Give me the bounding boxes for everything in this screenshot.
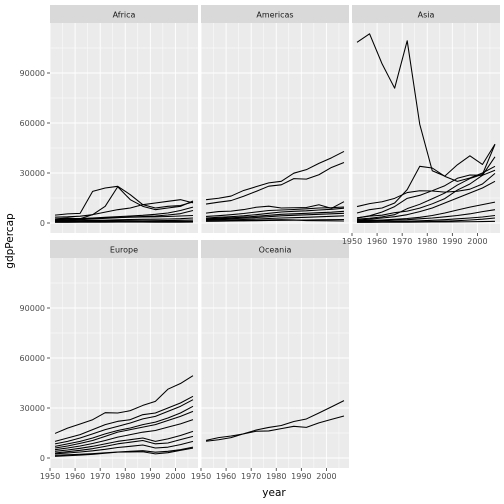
y-tick-label: 60000 xyxy=(20,119,45,128)
series-line-asia-9 xyxy=(357,209,496,222)
series-line-americas-9 xyxy=(206,218,344,222)
series-line-europe-9 xyxy=(54,440,194,455)
gridlines xyxy=(200,258,349,468)
x-tick-label: 1960 xyxy=(65,472,85,481)
series-lines xyxy=(205,400,345,442)
series-line-americas-10 xyxy=(206,219,344,222)
y-tick-label: 0 xyxy=(40,454,45,463)
facet-panels: Africa Americas Asia Europe Oceania xyxy=(49,5,500,468)
x-tick-label: 1990 xyxy=(291,472,311,481)
facet-panel-asia: Asia xyxy=(351,5,500,233)
y-axis-africa: 0 30000 60000 90000 xyxy=(20,69,50,228)
series-line-asia-2 xyxy=(356,172,496,208)
facet-strip xyxy=(201,5,349,23)
series-line-europe-4 xyxy=(54,405,194,447)
x-tick-label: 1970 xyxy=(90,472,110,481)
facet-strip-label: Africa xyxy=(113,11,136,20)
series-line-europe-11 xyxy=(54,447,194,457)
series-line-asia-4 xyxy=(356,144,496,220)
series-line-africa-11 xyxy=(55,219,193,222)
gridlines xyxy=(49,258,198,468)
series-lines xyxy=(54,375,194,457)
series-line-europe-2 xyxy=(54,395,194,442)
series-line-americas-5 xyxy=(205,207,345,219)
facet-panel-oceania: Oceania xyxy=(200,240,349,468)
series-line-oceania-2 xyxy=(205,415,345,441)
x-tick-label: 1960 xyxy=(367,237,387,246)
facet-panel-africa: Africa xyxy=(49,5,198,233)
facet-strip-label: Americas xyxy=(256,11,293,20)
series-line-europe-6 xyxy=(54,419,194,451)
series-line-asia-1 xyxy=(356,33,496,177)
facet-strip-label: Oceania xyxy=(259,246,292,255)
series-line-oceania-1 xyxy=(205,400,345,442)
y-tick-label: 90000 xyxy=(20,69,45,78)
x-tick-label: 1950 xyxy=(342,237,362,246)
x-tick-label: 1960 xyxy=(216,472,236,481)
x-tick-label: 1970 xyxy=(392,237,412,246)
x-axes: 1950 1960 1970 1980 1990 2000 1950 1960 1970 1980… xyxy=(40,233,488,481)
series-line-americas-7 xyxy=(206,212,345,221)
y-tick-label: 0 xyxy=(40,219,45,228)
x-tick-label: 1990 xyxy=(140,472,160,481)
y-tick-label: 90000 xyxy=(20,304,45,313)
series-lines xyxy=(205,150,345,222)
series-line-americas-1 xyxy=(205,150,345,201)
series-line-americas-3 xyxy=(205,201,345,214)
facet-strip xyxy=(201,240,349,258)
x-axis-oceania: 1950 1960 1970 1980 1990 2000 xyxy=(191,468,337,481)
x-tick-label: 1950 xyxy=(191,472,211,481)
x-axis-europe: 1950 1960 1970 1980 1990 2000 xyxy=(40,468,186,481)
x-tick-label: 1990 xyxy=(442,237,462,246)
x-tick-label: 1980 xyxy=(266,472,286,481)
series-line-asia-5 xyxy=(356,169,496,219)
x-tick-label: 1980 xyxy=(417,237,437,246)
series-line-africa-6 xyxy=(55,214,194,221)
series-line-asia-3 xyxy=(356,156,496,219)
series-line-europe-8 xyxy=(54,435,194,454)
y-axis-europe: 0 30000 60000 90000 xyxy=(20,304,50,463)
gridlines xyxy=(49,23,198,233)
facet-panel-europe: Europe xyxy=(49,240,198,468)
facet-panel-americas: Americas xyxy=(200,5,349,233)
x-axis-title: year xyxy=(262,487,286,499)
series-line-africa-3 xyxy=(55,199,194,218)
series-line-europe-3 xyxy=(54,399,194,445)
x-tick-label: 1980 xyxy=(115,472,135,481)
facet-strip-label: Europe xyxy=(110,246,138,255)
series-line-americas-6 xyxy=(205,210,345,220)
x-tick-label: 2000 xyxy=(316,472,336,481)
series-line-asia-6 xyxy=(356,165,496,214)
series-line-asia-7 xyxy=(356,180,496,221)
facet-strip xyxy=(50,5,198,23)
x-axis-asia: 1950 1960 1970 1980 1990 2000 xyxy=(342,233,488,246)
facet-strip xyxy=(50,240,198,258)
series-lines xyxy=(54,185,194,223)
x-tick-label: 1970 xyxy=(241,472,261,481)
facet-strip xyxy=(352,5,500,23)
series-line-asia-12 xyxy=(357,220,495,223)
x-tick-label: 2000 xyxy=(467,237,487,246)
series-line-europe-5 xyxy=(54,410,194,449)
y-tick-label: 60000 xyxy=(20,354,45,363)
series-line-europe-7 xyxy=(54,430,194,452)
facet-strip-label: Asia xyxy=(418,11,435,20)
series-line-asia-8 xyxy=(357,201,496,222)
y-tick-label: 30000 xyxy=(20,169,45,178)
series-line-africa-1 xyxy=(54,185,194,216)
series-line-europe-1 xyxy=(54,375,194,434)
series-line-americas-2 xyxy=(205,161,345,205)
series-line-americas-4 xyxy=(205,206,345,217)
x-tick-label: 2000 xyxy=(165,472,185,481)
y-tick-label: 30000 xyxy=(20,404,45,413)
y-axis-title: gdpPercap xyxy=(4,213,16,269)
y-axes: 0 30000 60000 90000 0 30000 60000 90000 xyxy=(20,69,50,463)
series-lines xyxy=(356,33,496,223)
x-tick-label: 1950 xyxy=(40,472,60,481)
